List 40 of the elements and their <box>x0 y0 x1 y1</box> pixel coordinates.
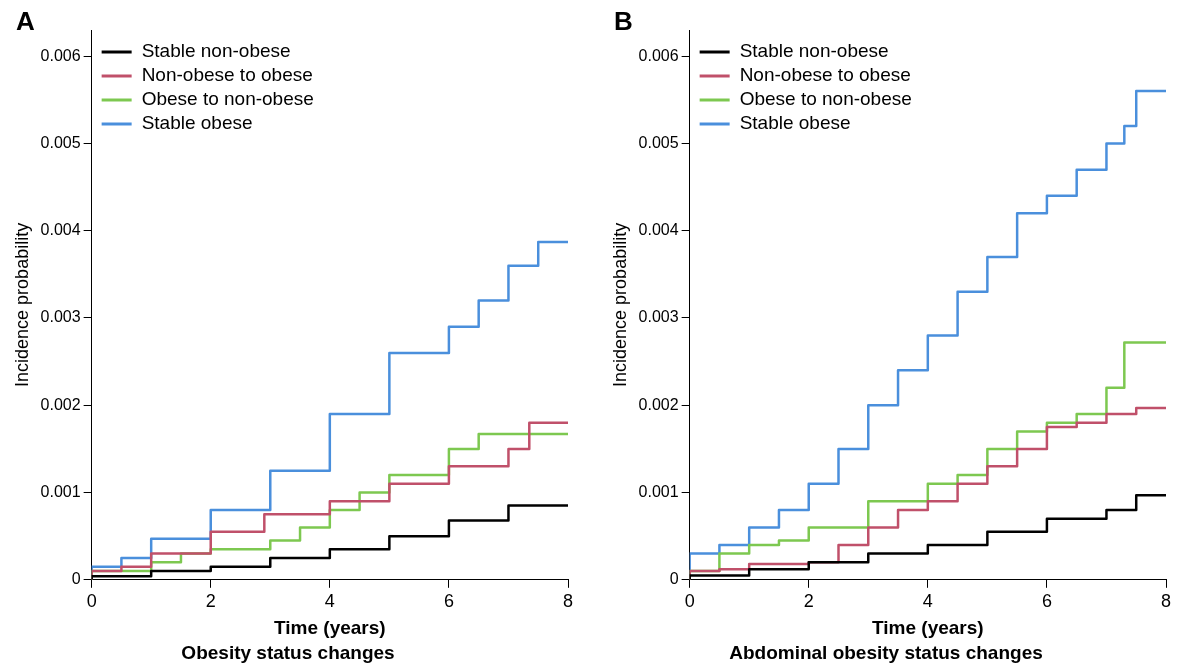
x-axis-title: Time (years) <box>872 617 984 639</box>
x-tick-label: 0 <box>684 590 695 611</box>
x-tick-label: 6 <box>1041 590 1052 611</box>
text: A <box>16 6 35 37</box>
y-tick-label: 0.004 <box>638 221 679 239</box>
x-tick-label: 6 <box>443 590 454 611</box>
x-axis-title: Time (years) <box>274 617 386 639</box>
legend-label: Non-obese to obese <box>739 64 911 86</box>
y-tick-label: 0 <box>71 570 81 588</box>
y-tick-label: 0.001 <box>638 482 679 500</box>
y-tick-label: 0.002 <box>638 395 679 413</box>
x-tick-label: 8 <box>1160 590 1172 611</box>
legend-label: Stable obese <box>739 112 851 134</box>
legend-label: Stable obese <box>141 112 253 134</box>
y-tick-label: 0.002 <box>40 395 81 413</box>
y-tick-label: 0.001 <box>40 482 81 500</box>
legend-label: Obese to non-obese <box>141 88 314 110</box>
y-tick-label: 0.006 <box>638 46 679 64</box>
x-tick-label: 8 <box>562 590 574 611</box>
y-axis-title: Incidence probability <box>609 222 630 387</box>
y-axis-title: Incidence probability <box>11 222 32 387</box>
x-tick-label: 2 <box>803 590 814 611</box>
y-tick-label: 0.005 <box>638 133 679 151</box>
x-tick-label: 0 <box>86 590 97 611</box>
legend-label: Non-obese to obese <box>141 64 313 86</box>
y-tick-label: 0.005 <box>40 133 81 151</box>
x-tick-label: 2 <box>205 590 216 611</box>
x-tick-label: 4 <box>922 590 933 611</box>
y-tick-label: 0.004 <box>40 221 81 239</box>
legend-label: Stable non-obese <box>141 40 291 62</box>
x-tick-label: 4 <box>324 590 335 611</box>
text: B <box>614 6 633 37</box>
y-tick-label: 0.003 <box>638 308 679 326</box>
y-tick-label: 0 <box>669 570 679 588</box>
legend-label: Stable non-obese <box>739 40 889 62</box>
y-tick-label: 0.006 <box>40 46 81 64</box>
legend-label: Obese to non-obese <box>739 88 912 110</box>
y-tick-label: 0.003 <box>40 308 81 326</box>
text: Abdominal obesity status changes <box>729 641 1043 663</box>
text: Obesity status changes <box>181 641 395 663</box>
